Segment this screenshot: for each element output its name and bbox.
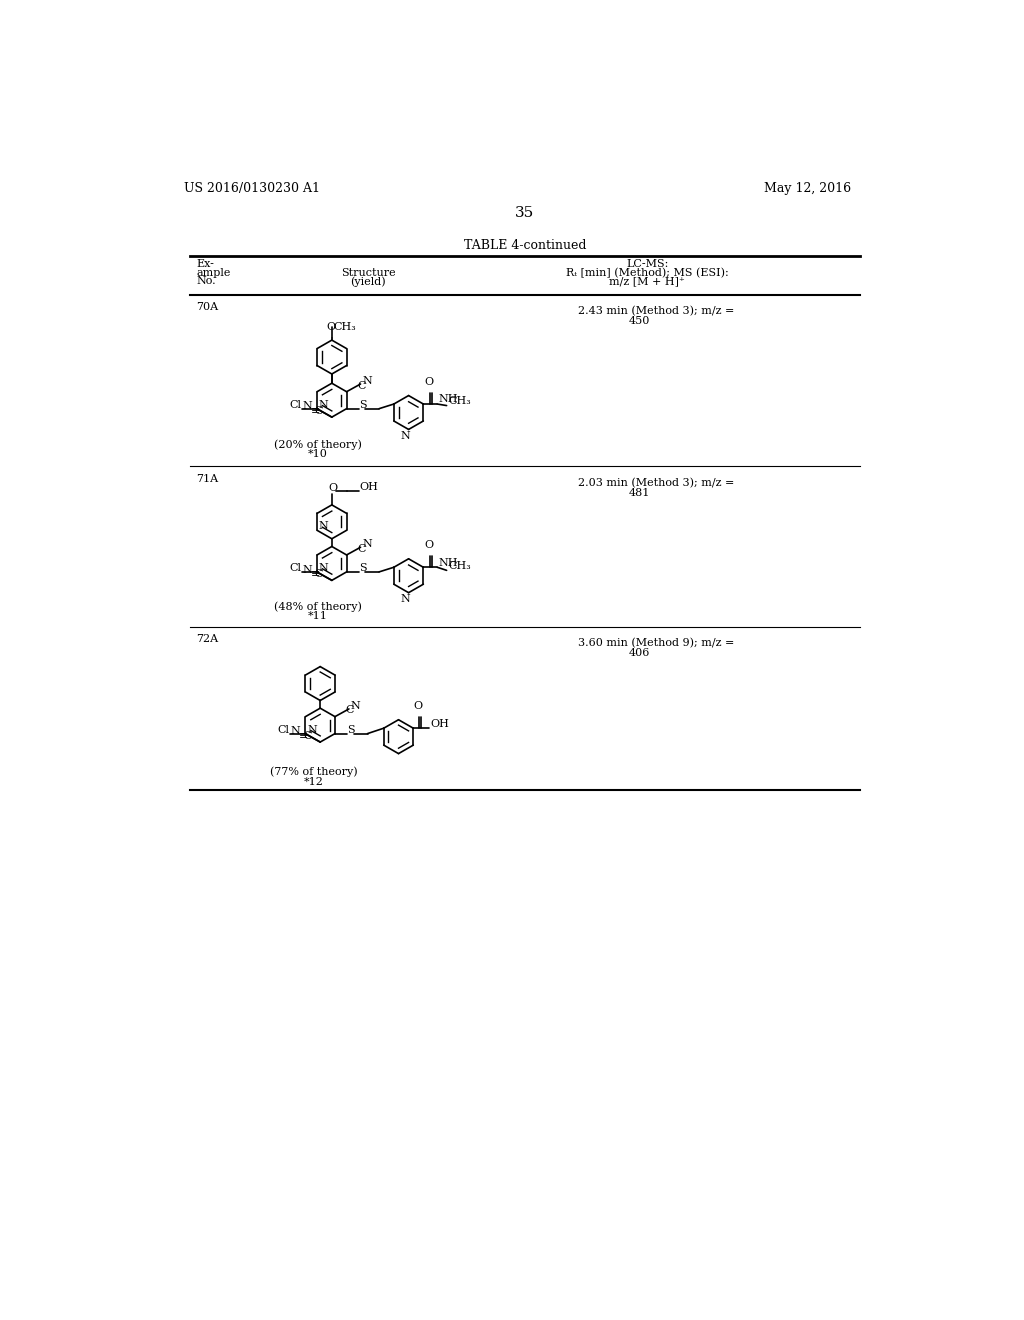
Text: (yield): (yield) — [350, 276, 386, 286]
Text: S: S — [359, 564, 367, 573]
Text: N: N — [302, 565, 312, 574]
Text: TABLE 4-continued: TABLE 4-continued — [464, 239, 586, 252]
Text: (20% of theory): (20% of theory) — [274, 440, 361, 450]
Text: ≡: ≡ — [311, 407, 321, 416]
Text: CH₃: CH₃ — [449, 561, 471, 570]
Text: 71A: 71A — [197, 474, 218, 484]
Text: No.: No. — [197, 276, 216, 286]
Text: N: N — [307, 725, 316, 735]
Text: m/z [M + H]⁺: m/z [M + H]⁺ — [609, 276, 685, 286]
Text: 72A: 72A — [197, 635, 218, 644]
Text: Cl: Cl — [289, 400, 301, 409]
Text: N: N — [362, 376, 372, 385]
Text: N: N — [350, 701, 360, 711]
Text: C: C — [357, 380, 366, 391]
Text: ≡: ≡ — [311, 569, 321, 579]
Text: C: C — [303, 731, 311, 741]
Text: ≡: ≡ — [299, 731, 308, 741]
Text: OH: OH — [430, 719, 450, 730]
Text: *11: *11 — [308, 611, 328, 622]
Text: N: N — [400, 430, 411, 441]
Text: N: N — [362, 539, 372, 549]
Text: N: N — [318, 564, 329, 573]
Text: (48% of theory): (48% of theory) — [274, 601, 361, 611]
Text: 450: 450 — [629, 317, 650, 326]
Text: O: O — [328, 483, 337, 492]
Text: May 12, 2016: May 12, 2016 — [764, 182, 851, 194]
Text: NH: NH — [439, 395, 459, 404]
Text: S: S — [347, 725, 355, 735]
Text: N: N — [400, 594, 411, 605]
Text: 3.60 min (Method 9); m/z =: 3.60 min (Method 9); m/z = — [578, 638, 734, 648]
Text: (77% of theory): (77% of theory) — [270, 767, 357, 777]
Text: CH₃: CH₃ — [449, 396, 471, 407]
Text: *12: *12 — [304, 776, 324, 787]
Text: C: C — [346, 705, 354, 715]
Text: CH₃: CH₃ — [334, 322, 356, 331]
Text: Cl: Cl — [278, 725, 290, 735]
Text: C: C — [314, 407, 324, 416]
Text: ample: ample — [197, 268, 230, 277]
Text: N: N — [318, 400, 329, 409]
Text: O: O — [424, 378, 433, 387]
Text: LC-MS:: LC-MS: — [626, 259, 669, 269]
Text: O: O — [424, 540, 433, 550]
Text: C: C — [314, 569, 324, 579]
Text: 406: 406 — [629, 648, 650, 659]
Text: N: N — [318, 521, 329, 532]
Text: N: N — [291, 726, 300, 737]
Text: S: S — [359, 400, 367, 409]
Text: 2.03 min (Method 3); m/z =: 2.03 min (Method 3); m/z = — [578, 478, 734, 488]
Text: C: C — [357, 544, 366, 554]
Text: 2.43 min (Method 3); m/z =: 2.43 min (Method 3); m/z = — [578, 306, 734, 317]
Text: 70A: 70A — [197, 302, 218, 313]
Text: *10: *10 — [308, 449, 328, 459]
Text: US 2016/0130230 A1: US 2016/0130230 A1 — [183, 182, 319, 194]
Text: O: O — [414, 701, 423, 711]
Text: 35: 35 — [515, 206, 535, 220]
Text: 481: 481 — [629, 488, 650, 498]
Text: Rₜ [min] (Method); MS (ESI):: Rₜ [min] (Method); MS (ESI): — [566, 268, 729, 279]
Text: Structure: Structure — [341, 268, 395, 277]
Text: NH: NH — [439, 557, 459, 568]
Text: O: O — [327, 322, 336, 331]
Text: OH: OH — [359, 482, 379, 492]
Text: Cl: Cl — [289, 564, 301, 573]
Text: Ex-: Ex- — [197, 259, 214, 269]
Text: N: N — [302, 401, 312, 412]
